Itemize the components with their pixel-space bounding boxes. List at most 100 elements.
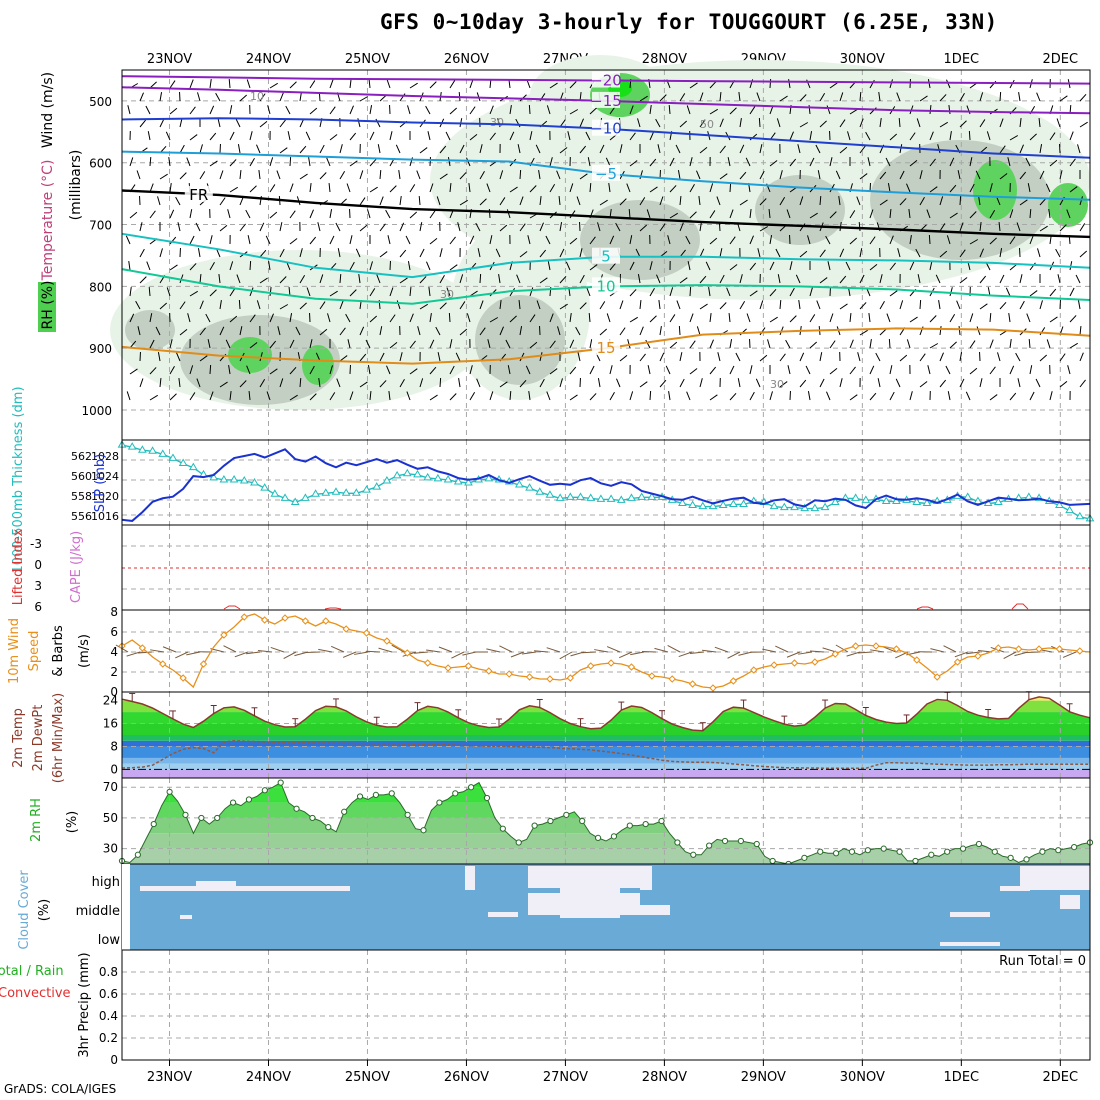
rh-markers [118, 779, 1094, 868]
wind-barb [349, 261, 355, 271]
wind-barb [878, 92, 881, 102]
wind-barb [445, 131, 451, 141]
wind-barb [139, 92, 144, 102]
cloud-clear-block [465, 866, 475, 890]
wind-barb [448, 312, 451, 323]
wind-barb [399, 277, 408, 284]
wind-barb [809, 157, 815, 167]
wind-barb [929, 104, 932, 115]
wind-barb [865, 131, 871, 141]
wind-barb [719, 91, 722, 102]
thickness-point [188, 462, 198, 471]
wind-barb [749, 106, 756, 115]
wind-barb [1038, 117, 1041, 128]
rh-point [896, 848, 903, 855]
wind-barb [209, 364, 212, 375]
wind-barb [308, 157, 311, 167]
wind-barb [577, 352, 581, 362]
wind10m-barb [270, 646, 285, 653]
wind10m-point [281, 614, 289, 622]
wind-barb [219, 170, 224, 180]
wind-barb [829, 157, 833, 167]
thickness-point [433, 473, 443, 482]
wind-barb [619, 198, 627, 206]
wind-barb [849, 366, 856, 375]
precip-total-label: Total / Rain [0, 964, 64, 979]
wind-barb [689, 157, 693, 167]
wind-barb [727, 157, 731, 167]
wind-barb [729, 365, 735, 375]
wind-barb [479, 144, 483, 154]
wind-barb [357, 118, 361, 128]
wind-barb [419, 303, 428, 310]
wind-barb [349, 289, 357, 297]
wind-barb [406, 391, 411, 401]
rh-axis-label: RH (%) [40, 281, 56, 330]
thickness-point [708, 501, 718, 510]
slp-axis-label: SLP (mb) [93, 454, 108, 513]
wind-barb [989, 210, 996, 219]
wind-barb [189, 263, 197, 271]
wind-barb [899, 198, 907, 206]
wind-barb [569, 237, 578, 245]
wind-barb [579, 302, 587, 310]
temp-band [122, 696, 1090, 701]
thickness-markers [117, 440, 1095, 522]
wind-barb [359, 224, 368, 232]
wind-barb [279, 378, 284, 388]
thickness-point [168, 453, 178, 461]
wind-barb [409, 211, 418, 219]
wind-barb [486, 183, 491, 193]
wind-barb [897, 248, 901, 258]
temp-tick-label: 8 [110, 739, 118, 753]
wind-barb [319, 144, 325, 154]
wind10m-barb [534, 650, 549, 653]
rh-point [309, 814, 316, 822]
wind-barb [619, 300, 624, 310]
wind-barb [269, 287, 272, 297]
wind-barb [839, 303, 848, 310]
wind-barb [819, 277, 828, 284]
wind-barb [989, 366, 996, 375]
wind10m-barb [486, 648, 501, 653]
wind-barb [299, 377, 302, 388]
wind10m-barb [798, 651, 813, 655]
wind-barb [549, 340, 556, 349]
wind10m-point [974, 652, 982, 660]
wind-barb [587, 157, 591, 167]
wind-barb [669, 157, 675, 167]
wind-barb [1059, 224, 1067, 232]
time-label-top: 26NOV [444, 52, 489, 67]
rh-point [182, 811, 189, 818]
wind10m-barb [619, 651, 633, 659]
temp-line [121, 696, 1091, 732]
cloud-clear-block [560, 880, 620, 918]
slp-tick-label: 1020 [91, 490, 119, 503]
wind-barb [619, 144, 623, 154]
wind-barb [429, 237, 438, 245]
wind-barb [788, 79, 791, 89]
wind-barb [395, 144, 401, 154]
wind-barb [1049, 316, 1058, 323]
wind-barb [689, 183, 695, 193]
time-label-bottom: 25NOV [345, 1070, 390, 1085]
cloud-axis-label: Cloud Cover [17, 870, 32, 950]
thickness-point [351, 488, 361, 496]
cloud-unit-label: (%) [37, 899, 52, 922]
wind-barb [669, 287, 674, 297]
wind-barb [999, 274, 1005, 284]
wind-barb [209, 105, 215, 115]
wind-barb [556, 170, 561, 180]
wind-barb [1079, 196, 1083, 206]
wind-barb [859, 302, 867, 310]
wind-barb [1046, 339, 1051, 349]
wind-barb [599, 199, 608, 206]
wind-barb [558, 195, 561, 206]
wind-barb [1009, 392, 1017, 401]
wind-barb [629, 132, 636, 141]
isotherm-line [121, 189, 1091, 239]
wind-barb [209, 132, 217, 141]
rh-point [626, 822, 633, 829]
wind-barb [289, 210, 296, 219]
wind10m-barb [546, 647, 561, 653]
